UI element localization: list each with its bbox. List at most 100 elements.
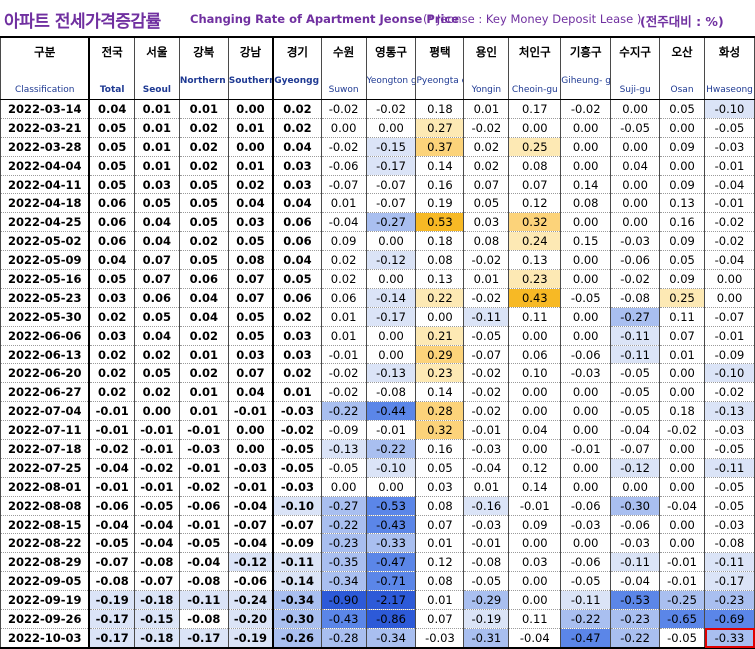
- table-cell: 0.04: [88, 99, 135, 119]
- table-cell: -0.10: [365, 457, 417, 478]
- table-cell: -0.07: [88, 552, 135, 572]
- table-cell: 0.05: [88, 136, 135, 157]
- table-body: 2022-03-14 0.04 0.01 0.01 0.00 0.02 -0.02 -0.02…: [0, 99, 755, 649]
- table-row: 2022-04-25 0.06 0.04 0.05 0.03 0.06 -0.04 -0.27…: [0, 212, 755, 232]
- table-cell: -0.06: [320, 155, 367, 176]
- table-cell: -0.05: [704, 476, 755, 497]
- column-header-english: Giheung- gu: [561, 76, 611, 86]
- table-cell: -0.07: [227, 514, 275, 534]
- table-cell: 0.03: [227, 212, 275, 232]
- table-cell: -0.02: [320, 382, 367, 402]
- table-cell: 0.00: [659, 457, 705, 478]
- table-cell: 0.00: [659, 514, 705, 534]
- table-cell: -0.05: [133, 495, 180, 516]
- table-cell: 0.03: [415, 476, 465, 497]
- table-cell: -0.01: [178, 514, 229, 534]
- table-cell: 0.00: [227, 420, 275, 440]
- table-cell: -0.06: [178, 495, 229, 516]
- table-cell: 0.04: [272, 250, 322, 270]
- table-cell: 0.00: [659, 533, 705, 553]
- table-cell: -0.05: [272, 457, 322, 478]
- table-cell: -0.22: [320, 514, 367, 534]
- table-cell: 0.05: [88, 117, 135, 138]
- table-cell: 0.00: [560, 382, 612, 402]
- table-cell: 0.06: [508, 344, 562, 364]
- table-cell: -0.02: [320, 363, 367, 383]
- table-cell: -0.01: [88, 420, 135, 440]
- table-cell: -0.08: [463, 552, 510, 572]
- table-cell: 0.02: [88, 363, 135, 383]
- table-cell: 0.05: [133, 363, 180, 383]
- table-cell: 0.05: [415, 457, 465, 478]
- row-date: 2022-04-11: [0, 174, 91, 194]
- table-cell: -0.10: [272, 495, 322, 516]
- table-cell: 0.01: [227, 155, 275, 176]
- table-cell: 0.06: [320, 287, 367, 308]
- row-date: 2022-03-21: [0, 117, 91, 138]
- table-cell: -0.23: [320, 533, 367, 553]
- table-cell: 0.02: [272, 99, 322, 119]
- table-cell: 0.00: [560, 155, 612, 176]
- table-cell: -0.28: [320, 627, 367, 649]
- table-cell: -0.20: [227, 609, 275, 629]
- table-cell: -0.02: [704, 382, 755, 402]
- table-row: 2022-04-18 0.06 0.05 0.05 0.04 0.04 0.01 -0.07 0…: [0, 193, 755, 213]
- row-date: 2022-04-25: [0, 212, 91, 232]
- table-cell: -0.19: [88, 590, 135, 610]
- table-cell: -0.22: [320, 401, 367, 421]
- table-cell: -0.01: [704, 193, 755, 213]
- table-cell: -0.02: [704, 231, 755, 251]
- table-cell: 0.02: [463, 155, 510, 176]
- table-cell: 0.08: [560, 193, 612, 213]
- table-cell: 0.01: [463, 99, 510, 119]
- table-cell: -0.12: [610, 457, 661, 478]
- table-cell: -0.05: [463, 325, 510, 346]
- table-cell: 0.00: [415, 306, 465, 327]
- table-cell: 0.00: [659, 117, 705, 138]
- table-cell: 0.02: [272, 363, 322, 383]
- column-header: 영통구 Yeongton g-gu: [365, 36, 417, 100]
- table-cell: 0.00: [560, 476, 612, 497]
- table-cell: 0.01: [415, 533, 465, 553]
- table-cell: 0.09: [659, 269, 705, 289]
- table-cell: 0.00: [610, 193, 661, 213]
- row-date: 2022-03-14: [0, 99, 91, 119]
- table-cell: -0.01: [133, 439, 180, 459]
- table-cell: -0.08: [704, 533, 755, 553]
- table-cell: -0.05: [560, 287, 612, 308]
- table-cell: -0.31: [463, 627, 510, 649]
- table-cell: 0.00: [227, 99, 275, 119]
- table-row: 2022-04-11 0.05 0.03 0.05 0.02 0.03 -0.07 -0.07…: [0, 174, 755, 194]
- column-header: 오산 Osan: [659, 36, 705, 100]
- table-row: 2022-08-01 -0.01 -0.01 -0.02 -0.01 -0.03 0.00 0…: [0, 476, 755, 497]
- column-header-english: Suwon: [328, 85, 359, 95]
- table-cell: 0.00: [560, 457, 612, 478]
- table-row: 2022-08-08 -0.06 -0.05 -0.06 -0.04 -0.10 -0.27…: [0, 495, 755, 516]
- table-cell: -0.43: [320, 609, 367, 629]
- column-header: 전국 Total: [88, 36, 135, 100]
- table-row: 2022-05-30 0.02 0.05 0.04 0.05 0.02 0.01 -0.17 0…: [0, 306, 755, 327]
- table-cell: 0.04: [227, 382, 275, 402]
- table-cell: -0.03: [463, 439, 510, 459]
- table-cell: -0.01: [178, 420, 229, 440]
- table-cell: -0.01: [704, 325, 755, 346]
- table-cell: 0.18: [415, 231, 465, 251]
- table-cell: -0.09: [704, 344, 755, 364]
- table-cell: 0.11: [508, 609, 562, 629]
- column-header: 수지구 Suji-gu: [610, 36, 661, 100]
- table-cell: 0.01: [659, 344, 705, 364]
- table-cell: -0.07: [320, 174, 367, 194]
- table-cell: -0.27: [610, 306, 661, 327]
- table-row: 2022-06-13 0.02 0.02 0.01 0.03 0.03 -0.01 0.00 0…: [0, 344, 755, 364]
- table-cell: -0.06: [88, 495, 135, 516]
- table-cell: -0.07: [365, 174, 417, 194]
- table-cell: 0.01: [227, 117, 275, 138]
- table-cell: 0.11: [508, 306, 562, 327]
- table-cell: -0.08: [610, 287, 661, 308]
- table-cell: 0.07: [508, 174, 562, 194]
- table-cell: 0.00: [659, 363, 705, 383]
- table-cell: -0.34: [272, 590, 322, 610]
- table-cell: 0.05: [272, 269, 322, 289]
- table-cell: 0.18: [415, 99, 465, 119]
- table-cell: 0.07: [133, 269, 180, 289]
